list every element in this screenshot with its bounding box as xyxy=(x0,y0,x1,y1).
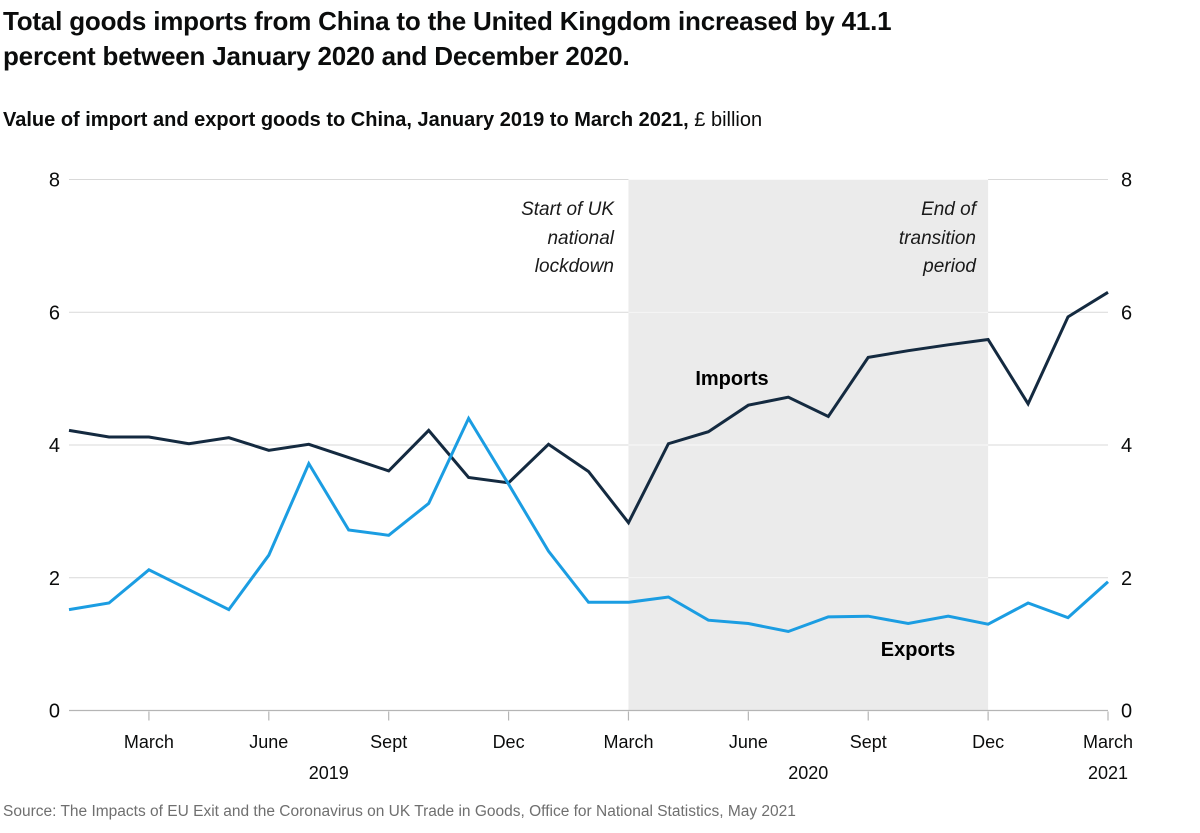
annotation-lockdown: Start of UK national lockdown xyxy=(521,199,614,277)
y-axis-label-right: 0 xyxy=(1121,701,1132,723)
y-axis-label-left: 6 xyxy=(49,302,60,324)
x-tick-label: June xyxy=(729,732,768,752)
x-tick-label: June xyxy=(249,732,288,752)
x-tick-label: March xyxy=(124,732,174,752)
subtitle-unit-label: £ billion xyxy=(688,109,763,131)
x-tick-label: Dec xyxy=(972,732,1004,752)
x-axis-layer xyxy=(69,709,1109,721)
source-note: Source: The Impacts of EU Exit and the C… xyxy=(3,803,796,820)
y-axis-label-left: 4 xyxy=(49,435,60,457)
x-tick-label: March xyxy=(603,732,653,752)
data-series-layer xyxy=(68,291,1110,634)
y-axis-label-right: 6 xyxy=(1121,302,1132,324)
x-tick-label: Sept xyxy=(850,732,887,752)
exports-line xyxy=(68,415,1110,634)
gridlines-layer xyxy=(69,179,1108,579)
annotation-transition: End of transition period xyxy=(898,199,976,277)
y-axis-label-left: 8 xyxy=(49,170,60,192)
year-label: 2020 xyxy=(788,763,828,783)
x-tick-label: Sept xyxy=(370,732,407,752)
subtitle-text: Value of import and export goods to Chin… xyxy=(3,109,689,131)
axis-labels-layer: 0 0 2 2 4 4 6 6 8 8 March June Sept Dec March June Sept D… xyxy=(49,170,1133,784)
y-axis-label-right: 4 xyxy=(1121,435,1132,457)
chart-subtitle: Value of import and export goods to Chin… xyxy=(3,107,762,133)
y-axis-label-right: 8 xyxy=(1121,170,1132,192)
exports-series-label: Exports xyxy=(880,639,956,661)
x-tick-label: March xyxy=(1083,732,1133,752)
x-tick-label: Dec xyxy=(493,732,525,752)
imports-series-label: Imports xyxy=(695,368,769,390)
imports-line xyxy=(68,291,1109,526)
year-label: 2021 xyxy=(1088,763,1128,783)
chart-title: Total goods imports from China to the Un… xyxy=(3,6,892,71)
y-axis-label-right: 2 xyxy=(1121,568,1132,590)
y-axis-label-left: 2 xyxy=(49,568,60,590)
year-label: 2019 xyxy=(309,763,349,783)
y-axis-label-left: 0 xyxy=(49,701,60,723)
